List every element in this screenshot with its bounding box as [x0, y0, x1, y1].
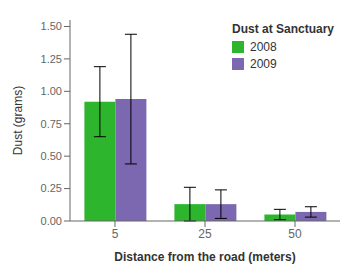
- svg-text:5: 5: [112, 227, 119, 241]
- svg-text:Distance from the road (meters: Distance from the road (meters): [114, 250, 295, 264]
- html-text:2008: 2008: [250, 40, 277, 54]
- svg-text:1.25: 1.25: [41, 53, 62, 65]
- svg-text:Dust (grams): Dust (grams): [11, 86, 25, 155]
- svg-text:0.50: 0.50: [41, 150, 62, 162]
- html-text:Dust at Sanctuary: Dust at Sanctuary: [232, 22, 334, 36]
- svg-text:25: 25: [198, 227, 212, 241]
- svg-text:0.25: 0.25: [41, 182, 62, 194]
- svg-text:0.00: 0.00: [41, 215, 62, 227]
- svg-text:1.00: 1.00: [41, 85, 62, 97]
- html-text:2009: 2009: [250, 57, 277, 71]
- svg-text:50: 50: [288, 227, 302, 241]
- svg-text:1.50: 1.50: [41, 20, 62, 32]
- svg-text:0.75: 0.75: [41, 118, 62, 130]
